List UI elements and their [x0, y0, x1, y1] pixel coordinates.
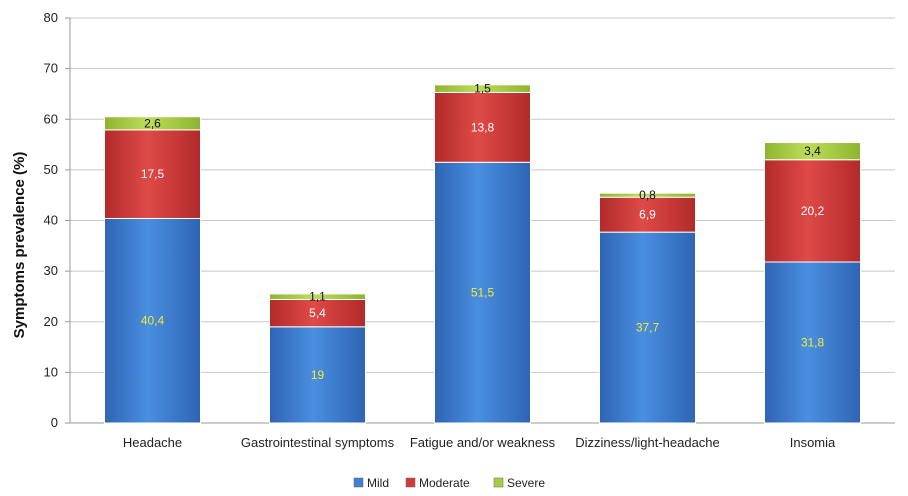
legend-label-severe: Severe [507, 476, 545, 490]
y-tick-label: 60 [44, 111, 58, 126]
bar-severe-2 [434, 84, 531, 93]
x-category-label: Insomia [790, 435, 836, 450]
bar-moderate-3 [599, 196, 696, 233]
y-tick-label: 0 [51, 415, 58, 430]
y-tick-label: 80 [44, 10, 58, 25]
legend-swatch-severe [493, 477, 504, 488]
bar-mild-4 [764, 261, 861, 424]
data-label-severe-2: 1,5 [474, 82, 491, 96]
bar-severe-1 [269, 293, 366, 300]
data-label-mild-1: 19 [311, 368, 325, 382]
bar-moderate-4 [764, 159, 861, 263]
data-label-moderate-1: 5,4 [309, 306, 326, 320]
data-label-mild-4: 31,8 [801, 336, 825, 350]
legend-label-moderate: Moderate [419, 476, 470, 490]
y-tick-label: 30 [44, 263, 58, 278]
data-label-mild-0: 40,4 [141, 314, 165, 328]
bar-mild-3 [599, 231, 696, 424]
data-labels: 40,4 17,5 2,6 19 5,4 1,1 51,5 13,8 1,5 37,7 6,9 0,8… [141, 82, 825, 382]
data-label-moderate-4: 20,2 [801, 204, 825, 218]
y-axis-title: Symptoms prevalence (%) [11, 152, 28, 339]
bars [104, 84, 861, 424]
y-tick-label: 10 [44, 364, 58, 379]
y-tick-label: 70 [44, 61, 58, 76]
data-label-moderate-3: 6,9 [639, 208, 656, 222]
bar-severe-4 [764, 142, 861, 161]
y-tick-label: 50 [44, 162, 58, 177]
x-axis-labels: Headache Gastrointestinal symptoms Fatigue… [123, 435, 836, 450]
data-label-mild-3: 37,7 [636, 321, 660, 335]
data-label-severe-3: 0,8 [639, 188, 656, 202]
data-label-mild-2: 51,5 [471, 286, 495, 300]
data-label-moderate-2: 13,8 [471, 120, 495, 134]
bar-moderate-2 [434, 91, 531, 163]
data-label-severe-1: 1,1 [309, 290, 326, 304]
data-label-severe-0: 2,6 [144, 116, 161, 130]
bar-mild-1 [269, 326, 366, 424]
x-category-label: Gastrointestinal symptoms [241, 435, 395, 450]
bar-moderate-0 [104, 129, 201, 219]
legend-swatch-mild [353, 477, 364, 488]
y-tick-label: 40 [44, 213, 58, 228]
legend-swatch-moderate [405, 477, 416, 488]
data-label-moderate-0: 17,5 [141, 167, 165, 181]
x-category-label: Fatigue and/or weakness [410, 435, 556, 450]
bar-severe-3 [599, 192, 696, 198]
y-axis: 0 10 20 30 40 50 60 70 80 [44, 10, 71, 430]
x-category-label: Dizziness/light-headache [575, 435, 720, 450]
x-category-label: Headache [123, 435, 182, 450]
legend: Mild Moderate Severe [353, 476, 545, 490]
bar-severe-0 [104, 116, 201, 131]
data-label-severe-4: 3,4 [804, 144, 821, 158]
legend-label-mild: Mild [367, 476, 389, 490]
y-tick-label: 20 [44, 314, 58, 329]
